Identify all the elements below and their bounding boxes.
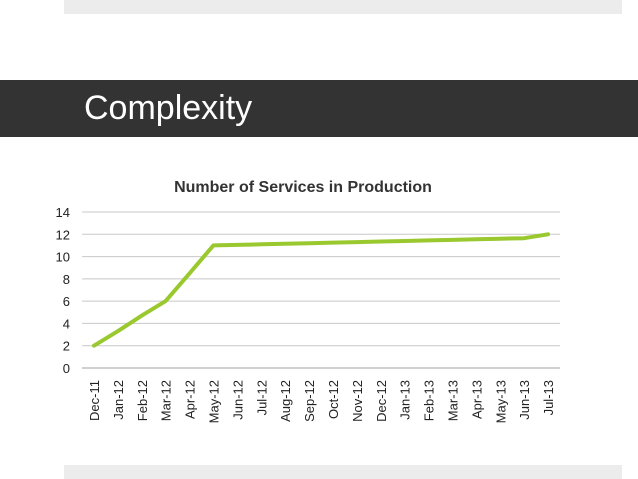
x-tick-label: Jun-12 <box>230 380 245 420</box>
x-tick-label: Dec-12 <box>374 380 389 422</box>
y-axis-ticks: 0 2 4 6 8 10 12 14 <box>56 205 70 376</box>
bottom-decor-strip <box>64 465 622 479</box>
y-tick-label: 2 <box>63 339 70 354</box>
x-tick-label: Jan-13 <box>398 380 413 420</box>
title-bar <box>0 80 638 137</box>
gridlines <box>82 211 560 369</box>
x-tick-label: Sep-12 <box>302 380 317 422</box>
chart-title: Number of Services in Production <box>174 179 432 196</box>
x-tick-label: Nov-12 <box>350 380 365 422</box>
y-tick-label: 4 <box>63 316 70 331</box>
x-tick-label: Feb-13 <box>422 380 437 421</box>
x-tick-label: Mar-12 <box>159 380 174 421</box>
series-line <box>92 232 550 348</box>
x-tick-label: Jun-13 <box>517 380 532 420</box>
y-tick-label: 0 <box>63 361 70 376</box>
x-tick-label: Apr-13 <box>469 380 484 419</box>
y-tick-label: 14 <box>56 205 70 220</box>
y-tick-label: 10 <box>56 250 70 265</box>
x-tick-label: Feb-12 <box>135 380 150 421</box>
x-tick-label: Mar-13 <box>445 380 460 421</box>
x-tick-label: Oct-12 <box>326 380 341 419</box>
x-axis-ticks: Dec-11 Jan-12 Feb-12 Mar-12 Apr-12 May-12 Jun-… <box>87 380 556 423</box>
x-tick-label: Jan-12 <box>111 380 126 420</box>
y-tick-label: 8 <box>63 272 70 287</box>
x-tick-label: Jul-12 <box>254 380 269 415</box>
x-tick-label: Jul-13 <box>541 380 556 415</box>
x-tick-label: Dec-11 <box>87 380 102 421</box>
x-tick-label: May-13 <box>493 380 508 423</box>
slide-title: Complexity <box>84 89 253 127</box>
series-layer <box>92 232 550 348</box>
x-tick-label: Apr-12 <box>183 380 198 419</box>
y-tick-label: 12 <box>56 227 70 242</box>
top-decor-strip <box>64 0 622 14</box>
x-tick-label: May-12 <box>206 380 221 423</box>
x-tick-label: Aug-12 <box>278 380 293 422</box>
y-tick-label: 6 <box>63 294 70 309</box>
